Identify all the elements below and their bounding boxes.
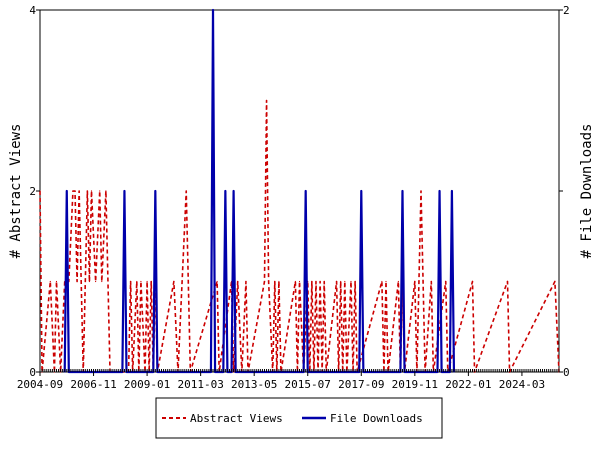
data-point <box>315 280 317 283</box>
x-tick-label: 2004-09 <box>17 378 63 391</box>
data-point <box>344 280 346 283</box>
data-point <box>414 280 416 283</box>
data-point <box>95 280 97 283</box>
data-point <box>101 280 103 283</box>
data-point <box>86 190 88 192</box>
legend-label-abstract-views: Abstract Views <box>190 412 283 425</box>
data-point <box>305 190 307 192</box>
data-point <box>76 280 78 283</box>
data-point <box>445 280 447 283</box>
data-point <box>385 280 387 283</box>
y-tick-label: 0 <box>29 366 36 379</box>
data-point <box>232 190 235 192</box>
x-tick-label: 2019-11 <box>392 378 438 391</box>
data-point <box>237 280 239 283</box>
data-point <box>397 280 399 283</box>
data-point <box>298 280 301 283</box>
data-point <box>438 190 441 192</box>
data-point <box>430 280 432 283</box>
y-axis-title: # Abstract Views <box>8 124 24 259</box>
data-point <box>245 280 247 283</box>
data-point <box>88 280 91 283</box>
data-point <box>84 280 86 283</box>
legend-box <box>155 397 443 439</box>
axes: 2004-09 2006-11 2009-01 2011-03 2013-05 2015-… <box>17 4 570 391</box>
data-point <box>554 280 556 283</box>
data-point <box>49 280 51 283</box>
data-point <box>136 280 138 283</box>
data-point <box>123 190 126 192</box>
data-point <box>99 190 101 192</box>
data-point <box>278 280 280 283</box>
plot-area <box>39 9 560 373</box>
data-point <box>506 280 509 283</box>
data-point <box>268 280 270 283</box>
y2-axis-title: # File Downloads <box>579 124 595 259</box>
data-point <box>319 280 321 283</box>
data-point <box>105 190 107 192</box>
x-tick-label: 2017-09 <box>338 378 384 391</box>
y-tick-label: 4 <box>29 4 36 17</box>
data-point <box>154 190 156 192</box>
data-point <box>78 190 80 192</box>
data-point <box>74 190 76 192</box>
data-point <box>311 280 313 283</box>
data-point <box>216 280 218 283</box>
data-point <box>381 280 383 283</box>
x-tick-label: 2015-07 <box>285 378 331 391</box>
x-tick-label: 2024-03 <box>499 378 545 391</box>
data-point <box>340 280 342 283</box>
data-point <box>265 99 268 102</box>
data-point <box>323 280 325 283</box>
y2-tick-label: 0 <box>563 366 570 379</box>
data-point <box>274 280 276 283</box>
data-point <box>354 280 356 283</box>
data-point <box>173 280 175 283</box>
data-point <box>212 9 214 11</box>
y-tick-label: 2 <box>29 185 36 198</box>
data-point <box>263 280 266 283</box>
data-point <box>420 190 422 192</box>
x-tick-label: 2011-03 <box>177 378 223 391</box>
data-point <box>224 190 226 192</box>
data-point <box>294 280 296 283</box>
x-tick-label: 2009-01 <box>124 378 170 391</box>
legend: Abstract Views File Downloads <box>155 397 443 439</box>
data-point <box>451 190 453 192</box>
data-point <box>90 190 93 192</box>
data-point <box>350 280 352 283</box>
x-tick-label: 2013-05 <box>231 378 277 391</box>
x-tick-label: 2006-11 <box>70 378 116 391</box>
data-point <box>72 190 74 192</box>
data-point <box>422 280 424 283</box>
data-point <box>471 280 474 283</box>
data-point <box>185 190 187 192</box>
data-point <box>80 280 82 283</box>
data-point <box>401 190 404 192</box>
data-point <box>55 280 58 283</box>
data-point <box>130 280 132 283</box>
data-point <box>418 280 420 283</box>
legend-label-file-downloads: File Downloads <box>330 412 423 425</box>
data-point <box>335 280 338 283</box>
y2-tick-label: 2 <box>563 4 570 17</box>
data-point <box>150 280 152 283</box>
x-tick-label: 2022-01 <box>445 378 491 391</box>
data-point <box>360 190 362 192</box>
data-point <box>140 280 142 283</box>
data-point <box>66 190 68 192</box>
data-point <box>146 280 148 283</box>
